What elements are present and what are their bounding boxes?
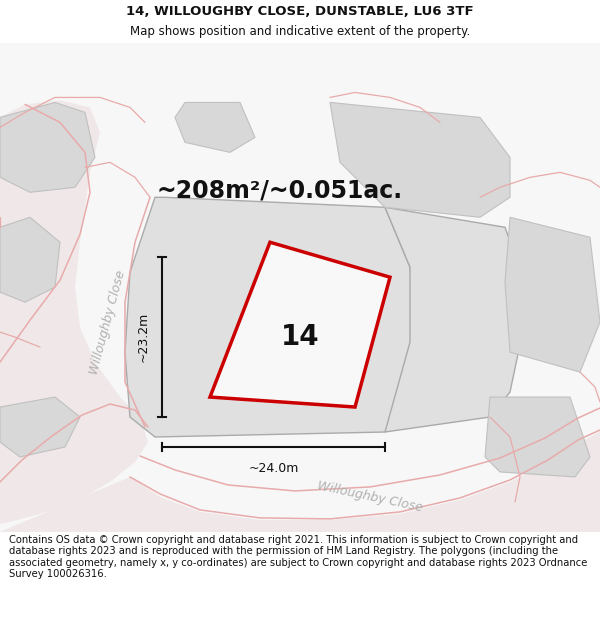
Polygon shape <box>485 397 590 477</box>
Polygon shape <box>0 397 80 457</box>
Polygon shape <box>175 102 255 152</box>
Polygon shape <box>505 217 600 372</box>
Polygon shape <box>125 198 420 437</box>
Text: Willoughby Close: Willoughby Close <box>316 479 424 514</box>
Text: ~23.2m: ~23.2m <box>137 312 150 362</box>
Polygon shape <box>0 102 95 192</box>
Text: Willoughby Close: Willoughby Close <box>88 269 128 376</box>
Text: Contains OS data © Crown copyright and database right 2021. This information is : Contains OS data © Crown copyright and d… <box>9 534 587 579</box>
Polygon shape <box>0 217 60 302</box>
Polygon shape <box>210 242 390 407</box>
Text: 14: 14 <box>281 323 319 351</box>
Text: ~208m²/~0.051ac.: ~208m²/~0.051ac. <box>157 178 403 202</box>
Polygon shape <box>385 208 530 432</box>
Text: ~24.0m: ~24.0m <box>249 462 299 475</box>
Polygon shape <box>330 102 510 218</box>
Polygon shape <box>0 432 600 532</box>
Text: Map shows position and indicative extent of the property.: Map shows position and indicative extent… <box>130 26 470 38</box>
Polygon shape <box>0 101 148 524</box>
Text: 14, WILLOUGHBY CLOSE, DUNSTABLE, LU6 3TF: 14, WILLOUGHBY CLOSE, DUNSTABLE, LU6 3TF <box>126 6 474 18</box>
